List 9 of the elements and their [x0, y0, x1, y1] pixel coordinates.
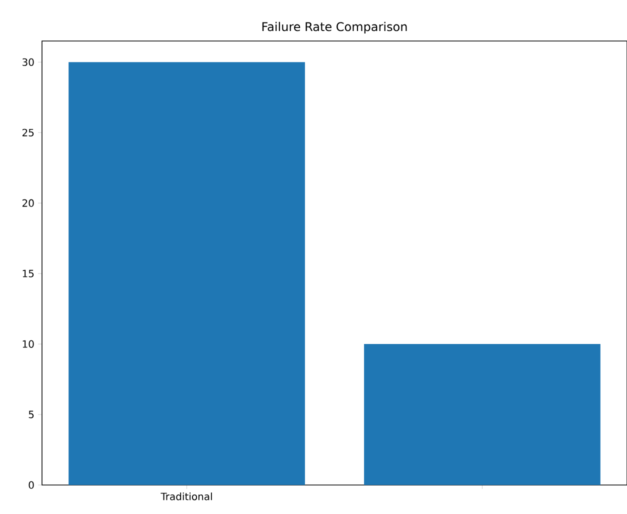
y-tick-label: 20: [22, 199, 34, 207]
y-tick-label: 30: [22, 58, 34, 66]
y-tick-label: 25: [22, 128, 34, 136]
y-tick-label: 15: [22, 270, 34, 278]
y-tick-label: 10: [22, 340, 34, 348]
x-tick-label: Traditional: [160, 492, 212, 500]
y-tick-label: 0: [28, 481, 34, 489]
y-tick-label: 5: [28, 410, 34, 418]
chart-title: Failure Rate Comparison: [262, 22, 407, 34]
